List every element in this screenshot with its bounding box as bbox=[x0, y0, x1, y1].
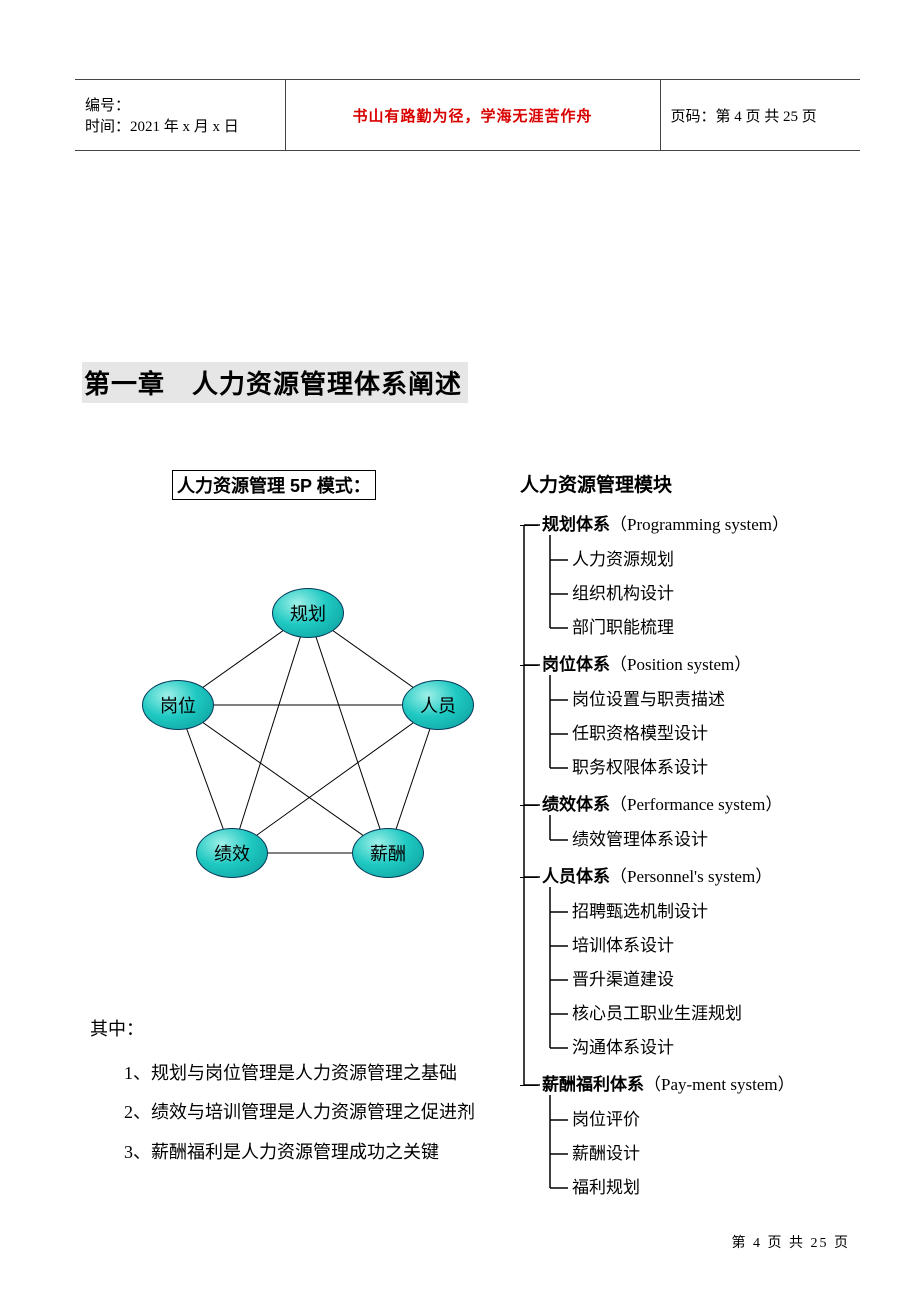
right-column: 人力资源管理模块 规划体系（Programming system） 人力资源规划组… bbox=[520, 470, 880, 1205]
modules-title: 人力资源管理模块 bbox=[520, 470, 880, 497]
tree-connector-icon bbox=[520, 665, 538, 666]
module-children: 绩效管理体系设计 bbox=[542, 823, 880, 857]
header-motto: 书山有路勤为径，学海无涯苦作舟 bbox=[285, 80, 660, 150]
module-children: 岗位设置与职责描述任职资格模型设计职务权限体系设计 bbox=[542, 683, 880, 785]
header-page: 页码：第 4 页 共 25 页 bbox=[660, 80, 860, 150]
module-item: 培训体系设计 bbox=[572, 929, 880, 963]
module-item: 晋升渠道建设 bbox=[572, 963, 880, 997]
module-item: 沟通体系设计 bbox=[572, 1031, 880, 1065]
module-item: 核心员工职业生涯规划 bbox=[572, 997, 880, 1031]
module-group: 人员体系（Personnel's system） 招聘甄选机制设计培训体系设计晋升… bbox=[520, 865, 880, 1065]
pentagon-node: 规划 bbox=[272, 588, 344, 638]
pentagon-node: 绩效 bbox=[196, 828, 268, 878]
module-group-title: 岗位体系（Position system） bbox=[542, 653, 880, 677]
header-rule-bottom bbox=[75, 150, 860, 151]
module-group: 规划体系（Programming system） 人力资源规划组织机构设计部门职能… bbox=[520, 513, 880, 645]
pentagon-node: 薪酬 bbox=[352, 828, 424, 878]
module-group-title: 绩效体系（Performance system） bbox=[542, 793, 880, 817]
module-item: 部门职能梳理 bbox=[572, 611, 880, 645]
module-group: 薪酬福利体系（Pay-ment system） 岗位评价薪酬设计福利规划 bbox=[520, 1073, 880, 1205]
module-item: 岗位评价 bbox=[572, 1103, 880, 1137]
module-item: 薪酬设计 bbox=[572, 1137, 880, 1171]
module-group-title: 规划体系（Programming system） bbox=[542, 513, 880, 537]
module-tree: 规划体系（Programming system） 人力资源规划组织机构设计部门职能… bbox=[520, 513, 880, 1205]
doc-time: 时间：2021 年 x 月 x 日 bbox=[85, 115, 275, 136]
tree-connector-icon bbox=[520, 805, 538, 806]
module-group: 绩效体系（Performance system） 绩效管理体系设计 bbox=[520, 793, 880, 857]
header-left-cell: 编号： 时间：2021 年 x 月 x 日 bbox=[75, 80, 285, 150]
module-group-title: 薪酬福利体系（Pay-ment system） bbox=[542, 1073, 880, 1097]
pentagon-node: 岗位 bbox=[142, 680, 214, 730]
module-item: 人力资源规划 bbox=[572, 543, 880, 577]
module-item: 职务权限体系设计 bbox=[572, 751, 880, 785]
module-group-title: 人员体系（Personnel's system） bbox=[542, 865, 880, 889]
module-item: 绩效管理体系设计 bbox=[572, 823, 880, 857]
module-item: 招聘甄选机制设计 bbox=[572, 895, 880, 929]
tree-connector-icon bbox=[520, 877, 538, 878]
chapter-title: 第一章 人力资源管理体系阐述 bbox=[82, 362, 468, 403]
pentagon-diagram: 规划人员薪酬绩效岗位 bbox=[102, 540, 452, 880]
module-group: 岗位体系（Position system） 岗位设置与职责描述任职资格模型设计职务… bbox=[520, 653, 880, 785]
left-column: 人力资源管理 5P 模式： 规划人员薪酬 绩效 岗位 bbox=[82, 470, 492, 880]
module-item: 岗位设置与职责描述 bbox=[572, 683, 880, 717]
module-children: 人力资源规划组织机构设计部门职能梳理 bbox=[542, 543, 880, 645]
notes-item: 1、规划与岗位管理是人力资源管理之基础 bbox=[90, 1054, 510, 1094]
pentagon-node: 人员 bbox=[402, 680, 474, 730]
tree-connector-icon bbox=[520, 1085, 538, 1086]
pentagon-title: 人力资源管理 5P 模式： bbox=[172, 470, 376, 500]
module-item: 福利规划 bbox=[572, 1171, 880, 1205]
notes-item: 2、绩效与培训管理是人力资源管理之促进剂 bbox=[90, 1093, 510, 1133]
tree-connector-icon bbox=[520, 525, 538, 526]
module-children: 岗位评价薪酬设计福利规划 bbox=[542, 1103, 880, 1205]
footer-page-number: 第 4 页 共 25 页 bbox=[732, 1232, 851, 1252]
module-children: 招聘甄选机制设计培训体系设计晋升渠道建设核心员工职业生涯规划沟通体系设计 bbox=[542, 895, 880, 1065]
header-table: 编号： 时间：2021 年 x 月 x 日 书山有路勤为径，学海无涯苦作舟 页码… bbox=[75, 80, 860, 150]
doc-number: 编号： bbox=[85, 94, 275, 115]
notes-item: 3、薪酬福利是人力资源管理成功之关键 bbox=[90, 1133, 510, 1173]
notes-block: 其中： 1、规划与岗位管理是人力资源管理之基础 2、绩效与培训管理是人力资源管理… bbox=[90, 1010, 510, 1172]
module-item: 任职资格模型设计 bbox=[572, 717, 880, 751]
notes-heading: 其中： bbox=[90, 1010, 510, 1050]
module-item: 组织机构设计 bbox=[572, 577, 880, 611]
